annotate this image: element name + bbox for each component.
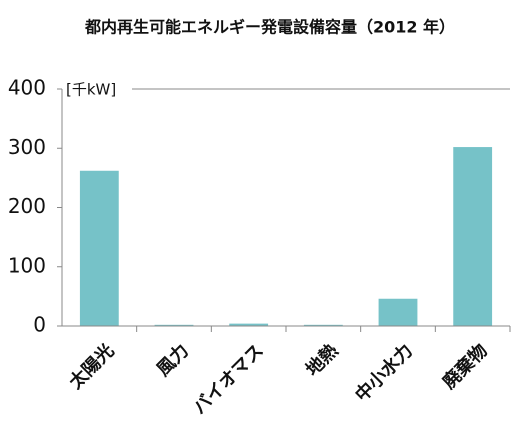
x-tick-label: 風力 — [153, 340, 193, 380]
chart-title: 都内再生可能エネルギー発電設備容量（2012 年） — [84, 18, 455, 37]
bar — [154, 324, 194, 326]
x-tick-label: バイオマス — [189, 340, 267, 418]
bar — [229, 323, 269, 326]
y-tick-label: 0 — [33, 313, 46, 337]
y-tick-label: 400 — [8, 76, 46, 100]
bar — [453, 147, 493, 326]
unit-label: [千kW] — [66, 81, 116, 99]
y-tick-label: 200 — [8, 194, 46, 218]
x-tick-label: 中小水力 — [351, 340, 417, 406]
x-tick-label: 太陽光 — [65, 340, 119, 394]
bar — [378, 298, 418, 326]
x-tick-label: 地熱 — [301, 340, 342, 381]
bar — [303, 324, 343, 326]
bar — [79, 170, 119, 326]
x-tick-label: 廃棄物 — [438, 340, 492, 394]
y-tick-label: 300 — [8, 135, 46, 159]
y-tick-label: 100 — [8, 253, 46, 277]
